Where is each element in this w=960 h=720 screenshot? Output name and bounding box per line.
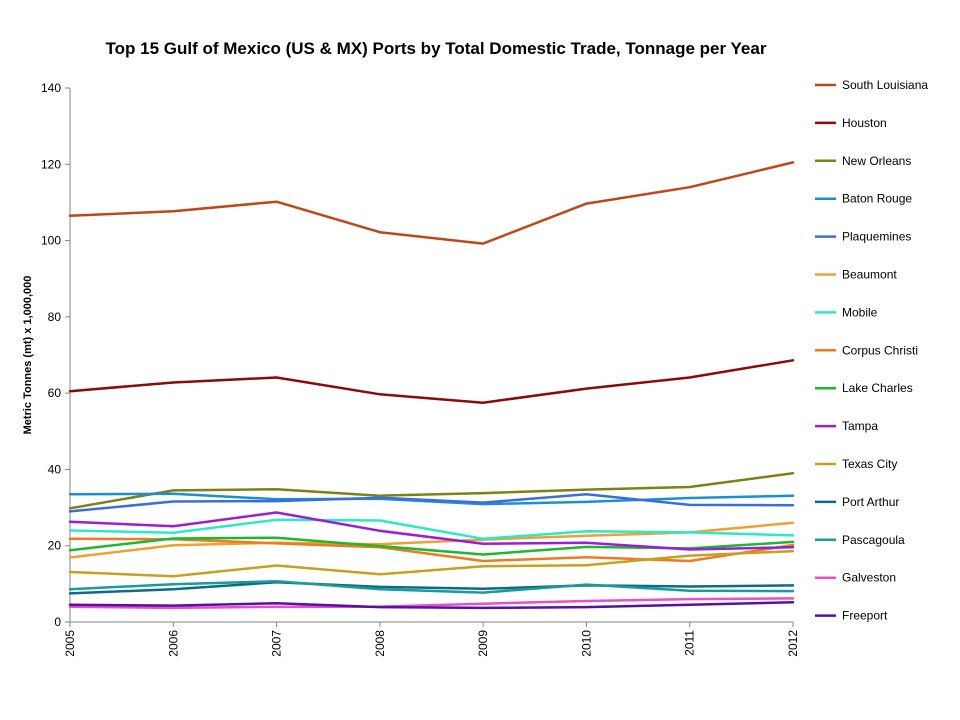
legend-label: Houston	[842, 116, 887, 130]
series-line	[68, 518, 795, 541]
x-tick-label: 2009	[476, 630, 490, 657]
axes: 0 20 40 60 80 100 120 140 2005 2006 2007 2008 2009 20…	[41, 81, 800, 657]
legend-label: Freeport	[842, 609, 888, 623]
series-line	[68, 492, 795, 506]
series-lines	[68, 161, 795, 610]
y-tick-label: 120	[41, 157, 61, 171]
legend-label: Galveston	[842, 571, 896, 585]
legend: South Louisiana Houston New Orleans Baton R…	[815, 78, 928, 623]
y-tick-label: 0	[54, 615, 61, 629]
series-line	[68, 579, 795, 594]
legend-label: Baton Rouge	[842, 192, 912, 206]
legend-label: South Louisiana	[842, 78, 928, 92]
series-line	[68, 492, 795, 513]
y-tick-label: 100	[41, 234, 61, 248]
series-line	[68, 581, 795, 595]
series-line	[68, 359, 795, 404]
legend-label: Texas City	[842, 457, 897, 471]
legend-label: Corpus Christi	[842, 343, 918, 357]
y-tick-label: 40	[48, 462, 62, 476]
chart-title: Top 15 Gulf of Mexico (US & MX) Ports by…	[106, 39, 767, 58]
legend-label: Plaquemines	[842, 230, 911, 244]
legend-label: Lake Charles	[842, 381, 913, 395]
series-line	[68, 161, 795, 245]
x-tick-label: 2005	[63, 630, 77, 657]
legend-label: Beaumont	[842, 268, 897, 282]
y-tick-label: 140	[41, 81, 61, 95]
series-line	[68, 600, 795, 610]
y-tick-label: 20	[48, 539, 62, 553]
series-line	[68, 471, 795, 510]
legend-label: New Orleans	[842, 154, 911, 168]
series-line	[68, 511, 795, 551]
legend-label: Tampa	[842, 419, 878, 433]
x-tick-label: 2007	[270, 630, 284, 657]
legend-label: Port Arthur	[842, 495, 899, 509]
legend-label: Mobile	[842, 305, 878, 319]
x-tick-label: 2011	[683, 630, 697, 656]
y-tick-label: 80	[48, 310, 62, 324]
legend-label: Pascagoula	[842, 533, 905, 547]
series-line	[68, 597, 795, 610]
y-tick-label: 60	[48, 386, 62, 400]
y-axis-label: Metric Tonnes (mt) x 1,000,000	[22, 276, 34, 435]
x-tick-label: 2008	[373, 630, 387, 657]
x-tick-label: 2012	[786, 630, 800, 657]
series-line	[68, 537, 795, 563]
series-line	[68, 549, 795, 578]
x-tick-label: 2010	[579, 630, 593, 657]
x-tick-label: 2006	[166, 630, 180, 657]
